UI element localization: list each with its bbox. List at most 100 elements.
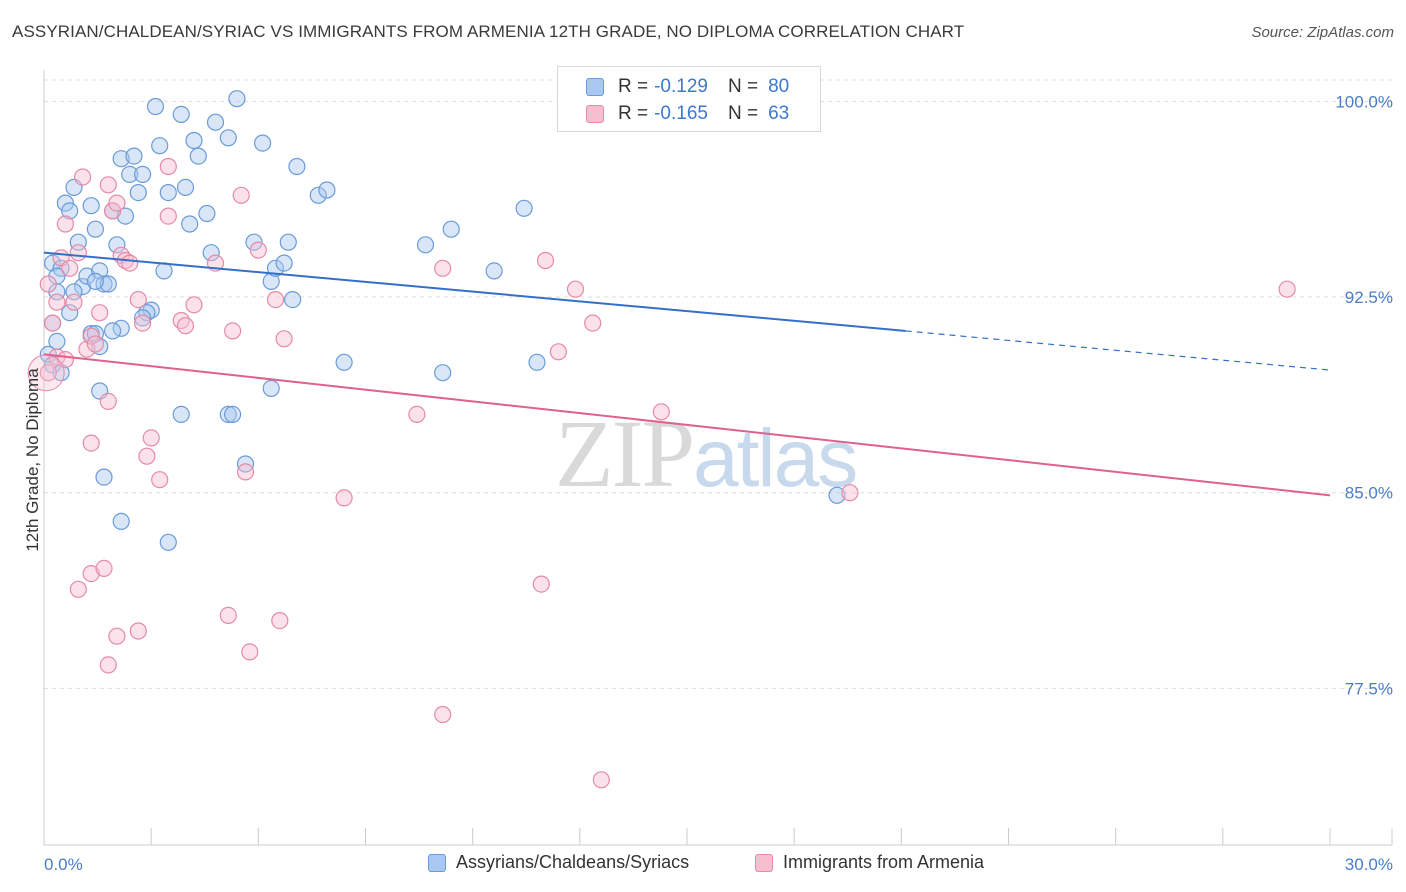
point-armenia xyxy=(129,622,147,640)
point-armenia xyxy=(82,327,100,345)
point-armenia xyxy=(652,403,670,421)
point-assyrians xyxy=(176,178,195,196)
point-armenia xyxy=(176,317,195,335)
axes xyxy=(43,70,1393,846)
chart-title: ASSYRIAN/CHALDEAN/SYRIAC VS IMMIGRANTS F… xyxy=(12,22,965,41)
legend-item-assyrians[interactable]: Assyrians/Chaldeans/Syriacs xyxy=(428,852,689,873)
point-assyrians xyxy=(52,364,70,382)
point-armenia xyxy=(241,643,259,661)
point-armenia xyxy=(566,280,585,298)
point-assyrians xyxy=(279,233,297,251)
point-assyrians xyxy=(335,353,353,371)
point-assyrians xyxy=(73,278,92,296)
trend-lines xyxy=(43,251,1331,497)
point-armenia xyxy=(335,489,353,507)
point-assyrians xyxy=(61,202,79,220)
point-armenia xyxy=(584,314,602,332)
point-armenia xyxy=(266,291,285,309)
point-armenia xyxy=(549,343,568,361)
point-armenia xyxy=(82,434,100,452)
trend-line-armenia xyxy=(43,353,1331,497)
point-assyrians xyxy=(189,147,207,165)
point-armenia xyxy=(592,771,610,789)
point-armenia xyxy=(185,296,203,314)
point-assyrians xyxy=(134,309,152,327)
point-armenia xyxy=(103,202,122,220)
trend-line-assyrians xyxy=(43,251,906,332)
point-assyrians xyxy=(112,150,130,168)
point-assyrians xyxy=(103,322,122,340)
point-armenia xyxy=(86,335,105,353)
point-armenia xyxy=(1278,280,1296,298)
x-tick-label-max: 30.0% xyxy=(1345,855,1393,874)
point-armenia xyxy=(159,157,177,176)
point-assyrians xyxy=(485,262,503,280)
point-armenia xyxy=(142,429,160,447)
point-assyrians xyxy=(159,533,177,551)
point-assyrians xyxy=(275,254,293,272)
point-assyrians xyxy=(288,157,306,176)
point-armenia xyxy=(249,241,267,259)
point-armenia xyxy=(43,314,62,332)
point-armenia xyxy=(99,176,117,194)
point-armenia xyxy=(39,364,57,382)
legend-n-label: N = xyxy=(727,76,759,97)
point-assyrians xyxy=(416,236,435,254)
point-armenia xyxy=(236,463,255,481)
point-assyrians xyxy=(318,181,336,199)
point-assyrians xyxy=(185,131,203,150)
point-assyrians xyxy=(151,137,169,155)
point-assyrians xyxy=(86,272,105,290)
legend-item-armenia[interactable]: Immigrants from Armenia xyxy=(755,852,984,873)
point-assyrians xyxy=(262,379,280,397)
point-assyrians xyxy=(91,262,109,280)
point-assyrians xyxy=(219,405,237,423)
source-credit: Source: ZipAtlas.com xyxy=(1251,24,1394,41)
point-assyrians xyxy=(86,220,105,238)
point-armenia xyxy=(219,606,237,625)
point-assyrians xyxy=(129,184,147,202)
point-assyrians xyxy=(61,304,79,322)
point-armenia xyxy=(434,705,452,724)
point-assyrians xyxy=(172,105,190,124)
point-armenia xyxy=(61,259,79,277)
point-armenia xyxy=(39,275,57,293)
point-armenia xyxy=(99,656,117,674)
gridlines xyxy=(44,79,1392,689)
legend-swatch-blue xyxy=(586,78,604,96)
legend-label-assyrians: Assyrians/Chaldeans/Syriacs xyxy=(456,852,690,872)
point-armenia xyxy=(78,340,96,358)
point-assyrians xyxy=(112,512,130,531)
legend-n-label: N = xyxy=(727,103,759,124)
point-armenia xyxy=(232,186,250,204)
y-tick-label: 85.0% xyxy=(1345,484,1393,503)
point-assyrians xyxy=(442,220,460,238)
point-armenia xyxy=(69,244,87,262)
tick-labels: 77.5% 85.0% 92.5% 100.0% 0.0% 30.0% xyxy=(44,92,1393,874)
point-armenia xyxy=(56,215,75,233)
point-armenia xyxy=(536,251,555,270)
point-assyrians xyxy=(254,134,272,152)
legend-n-value: 63 xyxy=(768,103,790,124)
point-assyrians xyxy=(284,291,302,309)
point-assyrians xyxy=(202,244,220,262)
point-armenia xyxy=(95,559,113,578)
series-assyrians-points xyxy=(39,90,846,551)
point-armenia xyxy=(121,254,139,272)
legend-swatch-blue xyxy=(428,853,446,872)
point-assyrians xyxy=(434,364,452,382)
legend-row-armenia: R = -0.165 N = 63 xyxy=(586,102,789,126)
point-armenia xyxy=(48,293,66,311)
point-assyrians xyxy=(108,236,126,254)
series-legend: Assyrians/Chaldeans/Syriacs Immigrants f… xyxy=(0,852,1406,878)
legend-swatch-pink xyxy=(586,105,604,123)
point-armenia xyxy=(408,405,426,423)
y-tick-label: 77.5% xyxy=(1345,679,1393,698)
point-assyrians xyxy=(515,199,533,217)
point-armenia xyxy=(434,259,452,277)
legend-label-armenia: Immigrants from Armenia xyxy=(783,852,985,872)
point-assyrians xyxy=(219,129,237,147)
point-assyrians xyxy=(198,204,216,223)
point-assyrians xyxy=(172,405,190,423)
